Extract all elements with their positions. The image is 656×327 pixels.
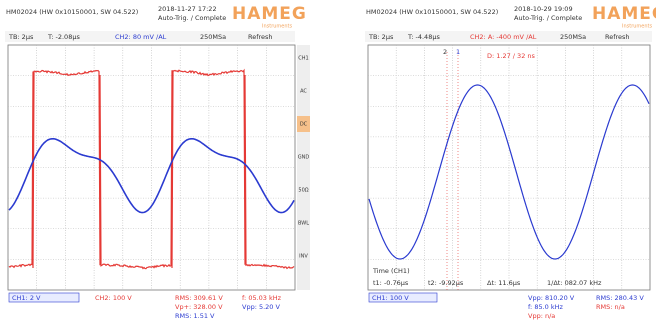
marker: 2	[443, 48, 447, 56]
timebase: TB: 2µs	[368, 33, 394, 41]
vpp: Vpp: 810.20 V	[528, 294, 575, 302]
delta-t: Δt: 11.6µs	[487, 279, 521, 287]
menu-item: GND	[298, 155, 310, 161]
vpp: Vpp: n/a	[528, 312, 555, 320]
left-panel: HM02024 (HW 0x10150001, SW 04.522) 2018-…	[5, 4, 310, 320]
trigger: T: -2.08µs	[47, 33, 80, 41]
menu-item: BWL	[298, 221, 309, 227]
inverse-delta-t: 1/Δt: 082.07 kHz	[547, 279, 602, 287]
rate: 250MSa	[560, 33, 586, 41]
menu-item: AC	[300, 89, 307, 95]
brand-sub: Instruments	[622, 24, 653, 30]
datetime: 2018-10-29 19:09	[514, 5, 573, 13]
rate: 250MSa	[200, 33, 226, 41]
device: HM02024 (HW 0x10150001, SW 04.522)	[366, 8, 498, 16]
menu-item: INV	[299, 254, 308, 260]
status: Auto-Trig. / Complete	[514, 14, 582, 22]
marker: 1	[456, 48, 460, 56]
screenshot: HM02024 (HW 0x10150001, SW 04.522) 2018-…	[0, 0, 656, 327]
menu-item: 50Ω	[298, 188, 308, 194]
t2: t2: -9.92µs	[428, 279, 464, 287]
rms: RMS: 1.51 V	[175, 312, 215, 320]
channel: CH2: A: -400 mV /AL	[470, 33, 537, 41]
brand-sub: Instruments	[262, 24, 293, 30]
menu-item: CH1	[298, 56, 308, 62]
cursor-label: D: 1.27 / 32 ns	[487, 52, 536, 60]
channel: CH2: 80 mV /AL	[115, 33, 167, 41]
mode: Refresh	[248, 33, 273, 41]
rms: RMS: 309.61 V	[175, 294, 223, 302]
vpp: Vpp: 5.20 V	[242, 303, 280, 311]
freq: f: 05.03 kHz	[242, 294, 282, 302]
measure-title: Time (CH1)	[372, 267, 410, 275]
freq: f: 85.0 kHz	[528, 303, 564, 311]
ch2-scale: CH2: 100 V	[95, 294, 132, 302]
trigger: T: -4.48µs	[407, 33, 440, 41]
mode: Refresh	[605, 33, 630, 41]
ch1-scale: CH1: 2 V	[12, 294, 41, 302]
rms: RMS: n/a	[596, 303, 625, 311]
vp: Vp+: 328.00 V	[175, 303, 223, 311]
datetime: 2018-11-27 17:22	[158, 5, 217, 13]
status: Auto-Trig. / Complete	[158, 14, 226, 22]
right-panel: HM02024 (HW 0x10150001, SW 04.522) 2018-…	[365, 4, 656, 320]
device: HM02024 (HW 0x10150001, SW 04.522)	[6, 8, 138, 16]
brand: HAMEG	[232, 4, 307, 24]
menu-item: DC	[300, 122, 308, 128]
timebase: TB: 2µs	[8, 33, 34, 41]
t1: t1: -0.76µs	[373, 279, 409, 287]
brand: HAMEG	[592, 4, 656, 24]
rms: RMS: 280.43 V	[596, 294, 644, 302]
side-menu: CH1 AC DC GND 50Ω BWL INV	[297, 45, 310, 290]
ch1-scale: CH1: 100 V	[372, 294, 409, 302]
